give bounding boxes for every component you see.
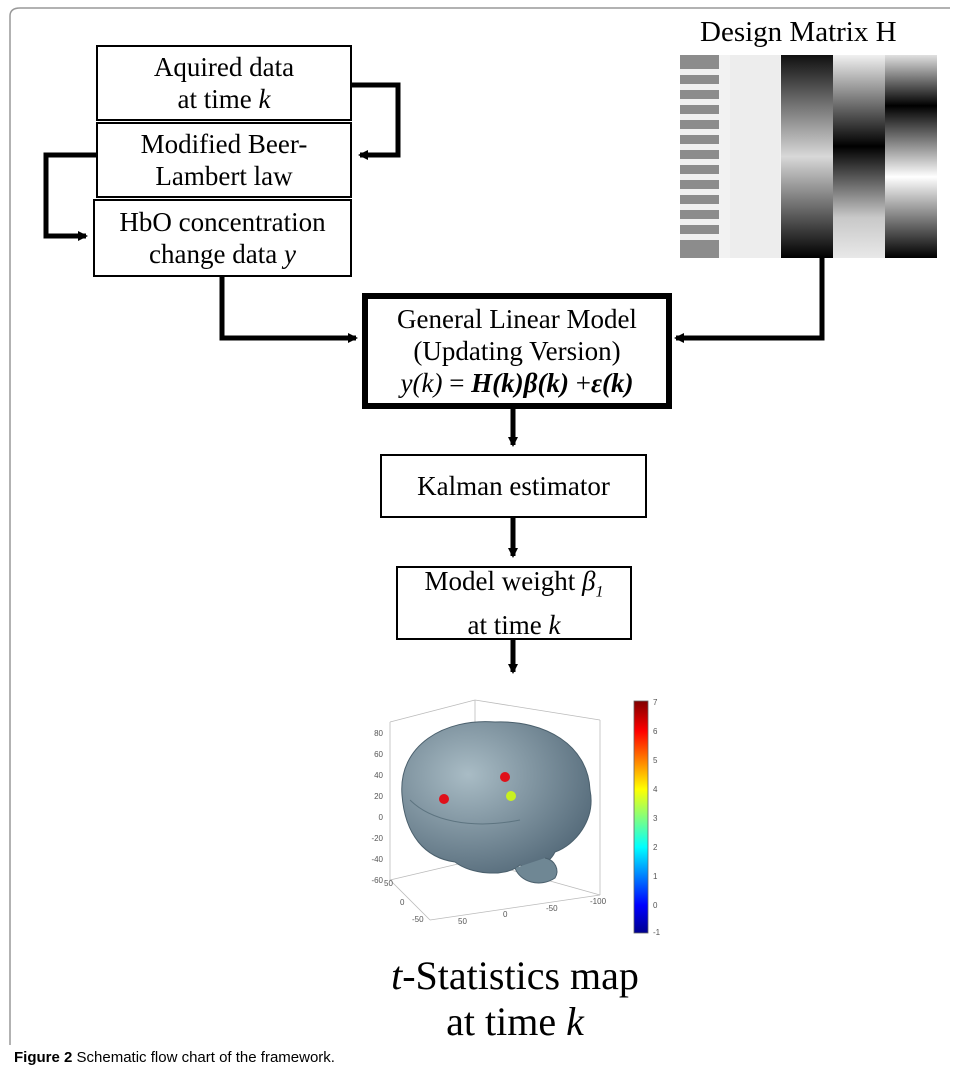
brain-surface [401, 721, 592, 874]
z-tick: -60 [371, 876, 383, 885]
glm-line2: (Updating Version) [413, 336, 621, 366]
hbo-line2: change data y [149, 239, 296, 269]
acquired-data-box: Aquired data at time k [96, 45, 352, 121]
glm-line1: General Linear Model [397, 304, 637, 334]
activation-dot-2 [500, 772, 510, 782]
colorbar-tick: 0 [653, 901, 658, 910]
arrow-acquired-to-beer [352, 82, 401, 160]
arrow-hbo-to-glm [219, 277, 358, 343]
kalman-label: Kalman estimator [417, 471, 610, 501]
colorbar-tick: 2 [653, 843, 658, 852]
colorbar-tick: 1 [653, 872, 658, 881]
frame-border [9, 7, 950, 1045]
colorbar [633, 700, 649, 934]
x-tick: 0 [503, 910, 508, 919]
activation-dot-3 [506, 791, 516, 801]
x-tick: -50 [546, 904, 558, 913]
z-tick: 20 [374, 792, 383, 801]
y-tick: 50 [384, 879, 393, 888]
colorbar-ticks: 7 6 5 4 3 2 1 0 -1 [653, 698, 661, 937]
arrow-beer-to-hbo [43, 152, 96, 241]
colorbar-tick: 5 [653, 756, 658, 765]
brain-plot [389, 699, 601, 921]
z-tick: -40 [371, 855, 383, 864]
weight-line2: at time k [467, 609, 561, 640]
map-title-line2: at time k [446, 999, 584, 1044]
beer-line1: Modified Beer- [140, 129, 308, 159]
kalman-estimator-box: Kalman estimator [380, 454, 647, 518]
y-axis-ticks: 50 0 -50 [384, 879, 424, 924]
design-matrix-title: Design Matrix H [700, 16, 897, 48]
colorbar-tick: 3 [653, 814, 658, 823]
arrow-design-to-glm [674, 258, 825, 343]
caption-text: Schematic flow chart of the framework. [72, 1049, 335, 1066]
glm-box: General Linear Model (Updating Version) … [362, 293, 672, 409]
colorbar-tick: 7 [653, 698, 658, 707]
hbo-line1: HbO concentration [119, 207, 326, 237]
z-axis-ticks: 80 60 40 20 0 -20 -40 -60 [371, 729, 383, 885]
glm-equation: y(k) = H(k)β(k) +ε(k) [400, 368, 634, 398]
z-tick: 80 [374, 729, 383, 738]
figure-caption: Figure 2 Schematic flow chart of the fra… [14, 1049, 335, 1066]
z-tick: 0 [379, 813, 384, 822]
weight-line1: Model weight β1 [424, 566, 604, 601]
beer-lambert-box: Modified Beer- Lambert law [96, 122, 352, 198]
colorbar-tick: 4 [653, 785, 658, 794]
design-matrix-stripes [680, 69, 719, 240]
hbo-concentration-box: HbO concentration change data y [93, 199, 352, 277]
z-tick: 60 [374, 750, 383, 759]
design-matrix-image [680, 55, 937, 258]
y-tick: 0 [400, 898, 405, 907]
acquired-line2: at time k [177, 84, 271, 114]
map-title-line1: t-Statistics map [391, 953, 639, 998]
colorbar-tick: 6 [653, 727, 658, 736]
z-tick: 40 [374, 771, 383, 780]
activation-dot-1 [439, 794, 449, 804]
caption-label: Figure 2 [14, 1049, 73, 1066]
beer-line2: Lambert law [155, 161, 293, 191]
colorbar-tick: -1 [653, 928, 661, 937]
x-axis-ticks: 50 0 -50 -100 [458, 897, 607, 926]
x-tick: 50 [458, 917, 467, 926]
y-tick: -50 [412, 915, 424, 924]
model-weight-box: Model weight β1 at time k [396, 566, 632, 640]
z-tick: -20 [371, 834, 383, 843]
acquired-line1: Aquired data [153, 52, 295, 82]
x-tick: -100 [590, 897, 607, 906]
